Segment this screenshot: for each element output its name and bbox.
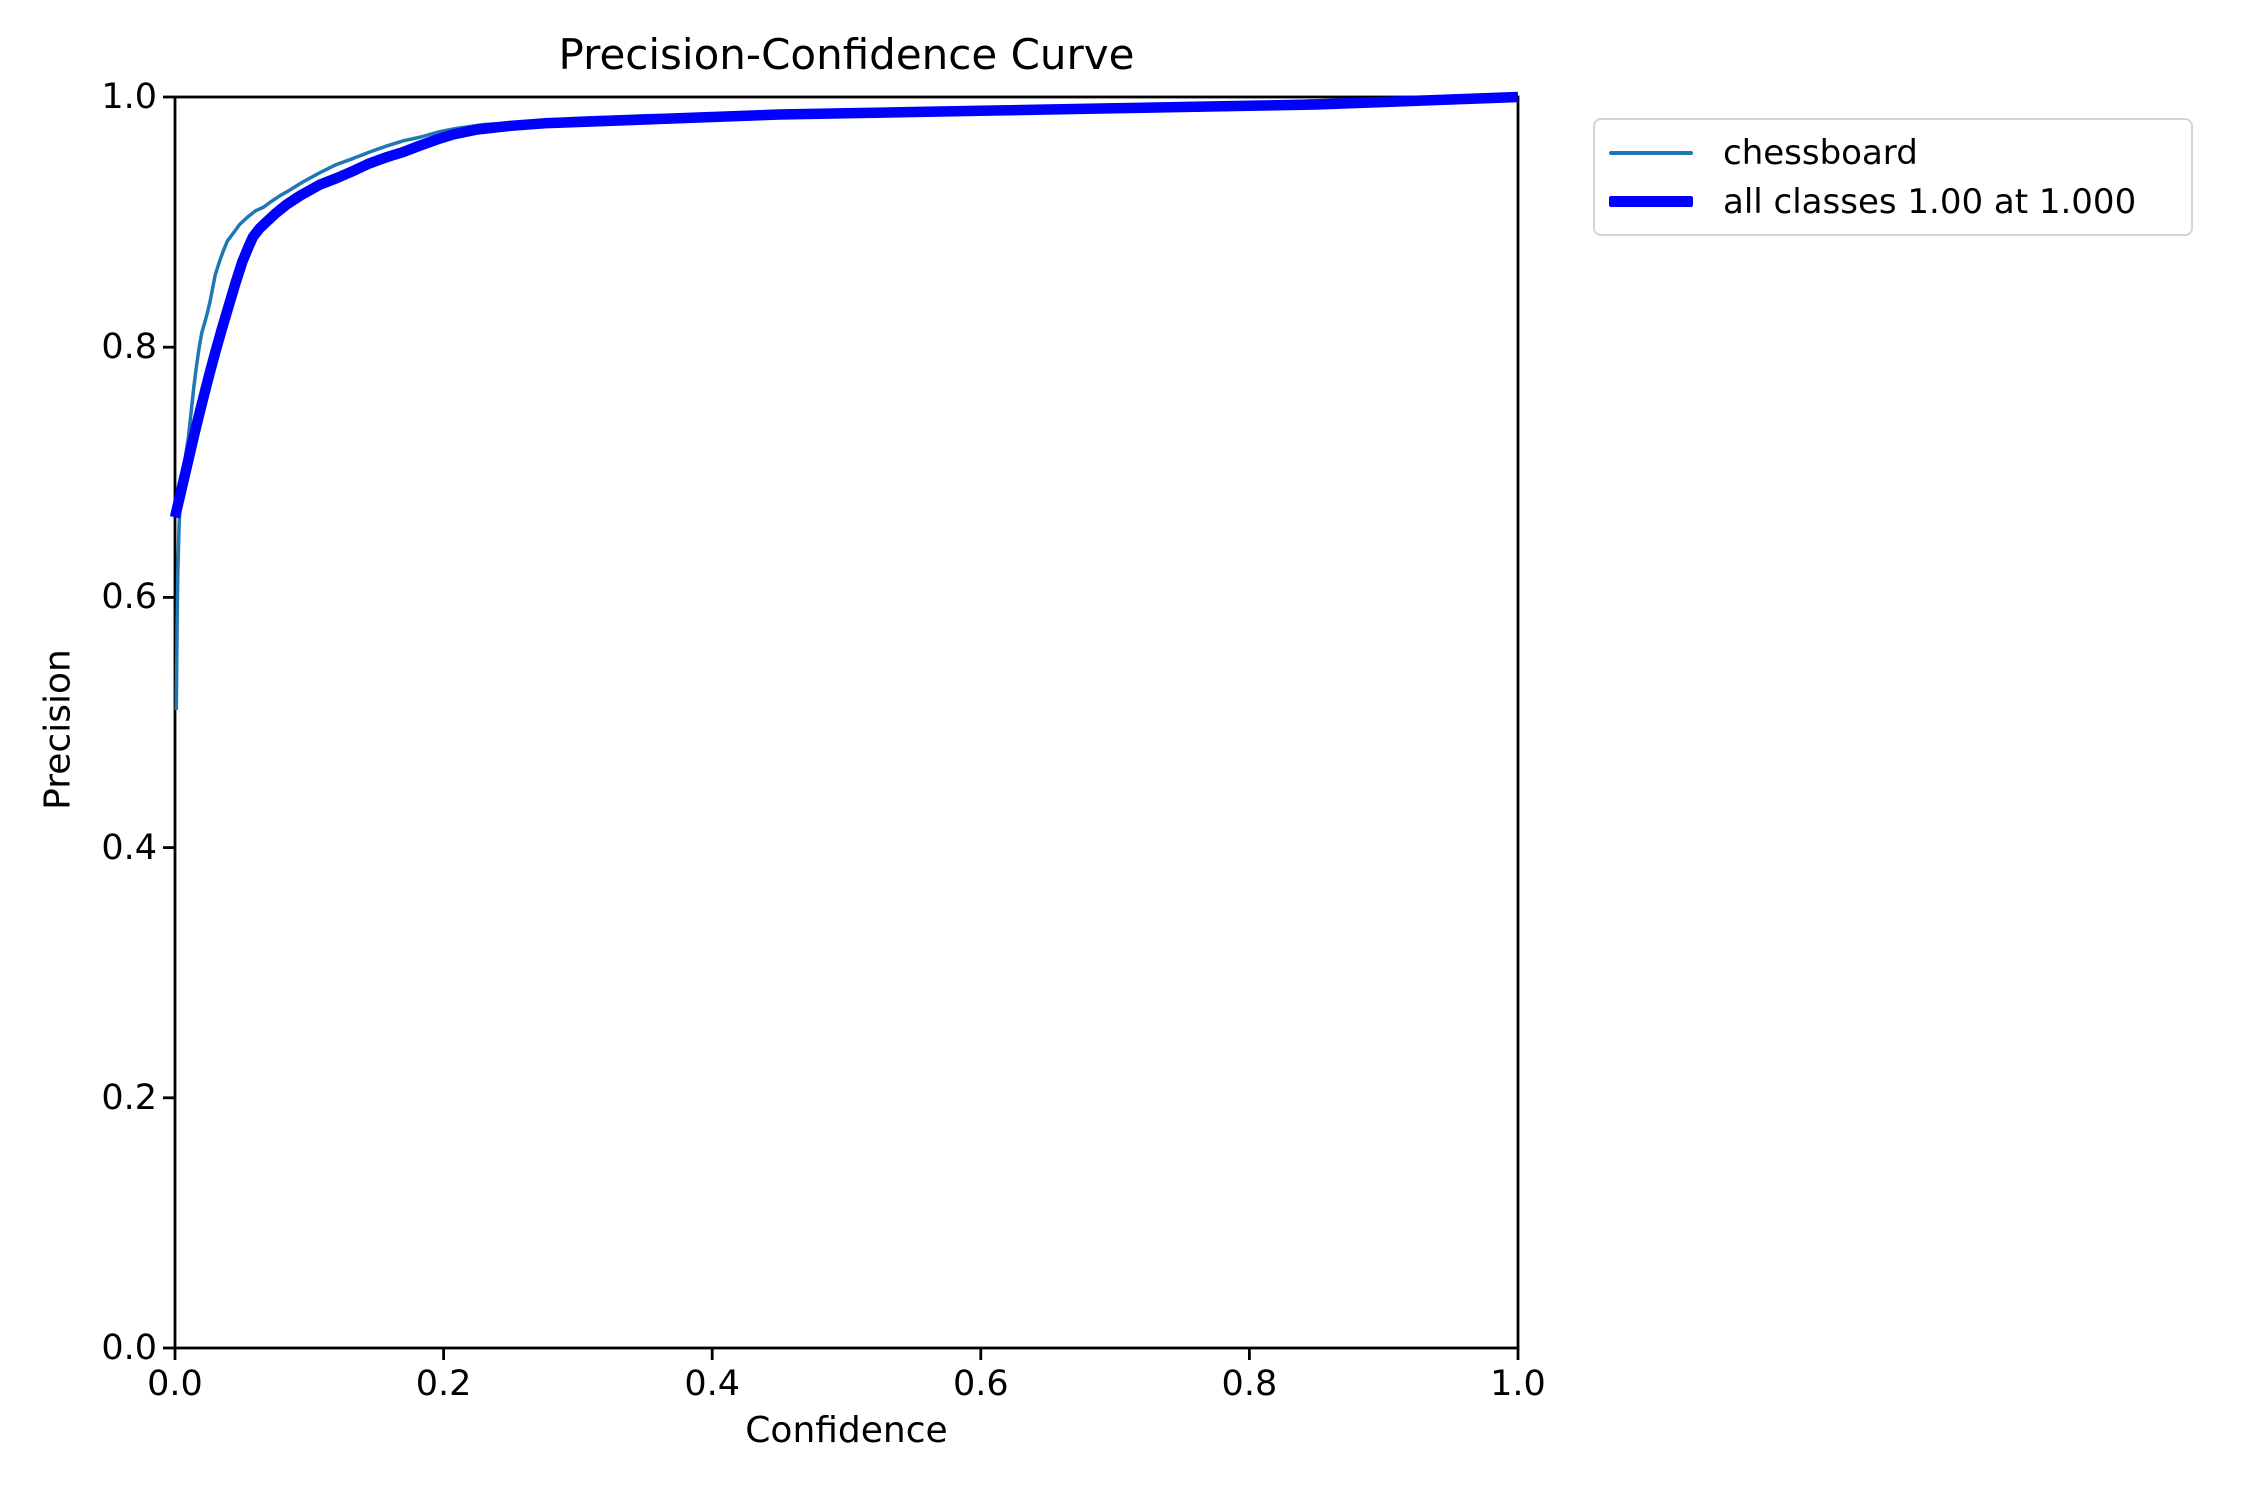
axes-spines (173, 95, 1520, 1350)
y-tick-label: 0.2 (101, 1077, 157, 1118)
legend-entry-label: chessboard (1723, 132, 1918, 173)
legend-entry: chessboard (1609, 133, 2177, 173)
y-tick-label: 0.8 (101, 327, 157, 368)
y-tick-label: 1.0 (101, 77, 157, 117)
legend-line-swatch (1609, 150, 1693, 155)
legend-entry: all classes 1.00 at 1.000 (1609, 182, 2177, 222)
legend-line-swatch (1609, 196, 1693, 207)
legend: chessboard all classes 1.00 at 1.000 (1593, 118, 2193, 236)
y-tick-label: 0.6 (101, 577, 157, 618)
y-tick-label: 0.0 (101, 1328, 157, 1368)
x-tick-label: 1.0 (1490, 1364, 1546, 1404)
x-tick-label: 0.6 (952, 1364, 1009, 1404)
x-tick-label: 0.8 (1221, 1364, 1278, 1404)
y-axis-label: Precision (37, 649, 79, 810)
legend-entry-label: all classes 1.00 at 1.000 (1723, 181, 2137, 222)
x-tick-label: 0.4 (684, 1364, 741, 1404)
x-axis-label: Confidence (745, 1410, 948, 1451)
series-line-chessboard (174, 95, 1519, 711)
chart-title: Precision-Confidence Curve (558, 30, 1135, 79)
x-tick-label: 0.0 (147, 1364, 203, 1404)
x-tick-label: 0.2 (415, 1364, 472, 1404)
series-line-all (169, 91, 1519, 519)
y-tick-label: 0.4 (101, 827, 157, 868)
